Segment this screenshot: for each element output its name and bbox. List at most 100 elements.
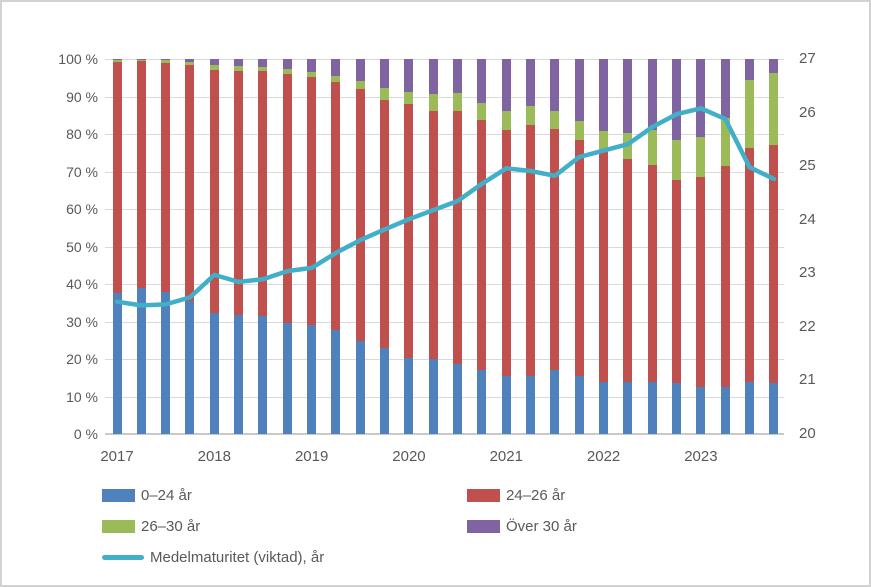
maturity-line-path — [114, 106, 777, 308]
bar-segment-series2 — [501, 110, 511, 130]
horizontal-gridline — [105, 284, 784, 285]
bar-segment-series2 — [550, 110, 560, 130]
bar-segment-series0 — [501, 375, 511, 434]
left-axis-tick-label: 60 % — [66, 201, 98, 217]
bar-segment-series0 — [720, 386, 730, 434]
left-axis-tick-label: 90 % — [66, 88, 98, 105]
bar-segment-series3 — [453, 59, 463, 94]
right-axis-tick-label: 26 — [799, 103, 816, 121]
bar-segment-series3 — [623, 59, 633, 133]
bar-segment-series0 — [647, 381, 657, 434]
bar-segment-series0 — [526, 375, 536, 434]
horizontal-gridline — [105, 396, 784, 398]
bar-segment-series2 — [209, 65, 219, 70]
bar-segment-series3 — [234, 59, 244, 67]
bar-segment-series1 — [258, 71, 268, 316]
bar-segment-series0 — [355, 340, 365, 434]
legend-line-swatch — [102, 555, 144, 560]
bar-segment-series3 — [720, 59, 730, 119]
bar-segment-series3 — [501, 59, 511, 111]
legend-color-swatch — [102, 489, 135, 502]
bar-segment-series1 — [307, 77, 317, 325]
bar-segment-series3 — [380, 59, 390, 88]
bar-segment-series2 — [234, 66, 244, 71]
bar-segment-series3 — [258, 59, 268, 67]
horizontal-gridline — [105, 209, 784, 210]
bar-segment-series2 — [258, 66, 268, 72]
bar-segment-series1 — [599, 152, 609, 382]
bar-segment-series0 — [331, 329, 341, 434]
bar-segment-series0 — [623, 381, 633, 434]
bar-segment-series1 — [696, 176, 706, 388]
bar-segment-series2 — [477, 102, 487, 120]
bar-segment-series0 — [696, 387, 706, 434]
bar-segment-series3 — [599, 59, 609, 131]
bar-segment-series1 — [161, 63, 171, 293]
x-axis-year-label: 2020 — [392, 448, 426, 465]
right-axis-tick-label: 21 — [799, 371, 816, 389]
horizontal-gridline — [105, 321, 784, 323]
legend-entry: 0–24 år — [102, 487, 467, 504]
legend-color-swatch — [467, 489, 500, 502]
bar-segment-series1 — [623, 159, 633, 382]
legend-label: 0–24 år — [141, 487, 192, 504]
bar-segment-series1 — [501, 129, 511, 376]
bar-segment-series0 — [404, 357, 414, 434]
legend-color-swatch — [102, 520, 135, 533]
right-axis-tick-label: 25 — [799, 157, 816, 175]
bar-segment-series1 — [234, 70, 244, 315]
bar-segment-series0 — [453, 364, 463, 434]
bar-segment-series0 — [477, 369, 487, 434]
bar-segment-series2 — [282, 69, 292, 74]
bar-segment-series3 — [745, 59, 755, 80]
bar-segment-series0 — [769, 383, 779, 434]
bar-segment-series0 — [574, 376, 584, 434]
bar-segment-series2 — [769, 73, 779, 145]
horizontal-gridline — [105, 96, 784, 98]
x-axis-year-label: 2021 — [489, 448, 523, 465]
bar-segment-series2 — [355, 80, 365, 89]
bar-segment-series0 — [185, 300, 195, 434]
bar-segment-series3 — [404, 59, 414, 92]
bar-segment-series1 — [404, 104, 414, 358]
legend-label: 26–30 år — [141, 518, 201, 535]
bar-segment-series1 — [355, 89, 365, 341]
left-axis-tick-label: 10 % — [66, 388, 98, 405]
bar-segment-series0 — [745, 382, 755, 434]
legend-label: Över 30 år — [506, 518, 577, 535]
bar-segment-series3 — [672, 59, 682, 140]
bar-segment-series2 — [136, 60, 146, 62]
bar-segment-series3 — [209, 59, 219, 66]
legend-entry: Medelmaturitet (viktad), år — [102, 549, 467, 566]
x-axis-line — [105, 433, 784, 435]
bar-segment-series3 — [136, 59, 146, 61]
bar-segment-series2 — [696, 137, 706, 177]
bar-segment-series1 — [185, 65, 195, 301]
bar-segment-series1 — [526, 125, 536, 376]
left-axis-tick-label: 40 % — [66, 276, 98, 292]
bar-segment-series2 — [161, 60, 171, 64]
bar-segment-series0 — [282, 323, 292, 434]
bar-segment-series3 — [161, 59, 171, 61]
bar-segment-series2 — [599, 130, 609, 153]
bar-segment-series0 — [380, 348, 390, 434]
bar-segment-series0 — [307, 324, 317, 434]
left-axis-tick-label: 0 % — [73, 426, 98, 442]
horizontal-gridline — [105, 59, 784, 60]
horizontal-gridline — [105, 246, 784, 248]
bar-segment-series2 — [647, 129, 657, 166]
bar-segment-series1 — [380, 99, 390, 349]
bar-segment-series2 — [574, 120, 584, 140]
bar-segment-series0 — [209, 313, 219, 434]
bar-segment-series3 — [477, 59, 487, 103]
bar-segment-series3 — [428, 59, 438, 94]
left-axis-tick-label: 70 % — [66, 163, 98, 180]
maturity-line — [114, 106, 777, 308]
chart-plot-area — [105, 59, 784, 435]
legend-color-swatch — [467, 520, 500, 533]
bar-segment-series0 — [550, 369, 560, 434]
bar-segment-series1 — [209, 69, 219, 314]
horizontal-gridline — [105, 134, 784, 135]
bar-segment-series0 — [428, 359, 438, 434]
x-axis-year-label: 2023 — [684, 448, 718, 465]
